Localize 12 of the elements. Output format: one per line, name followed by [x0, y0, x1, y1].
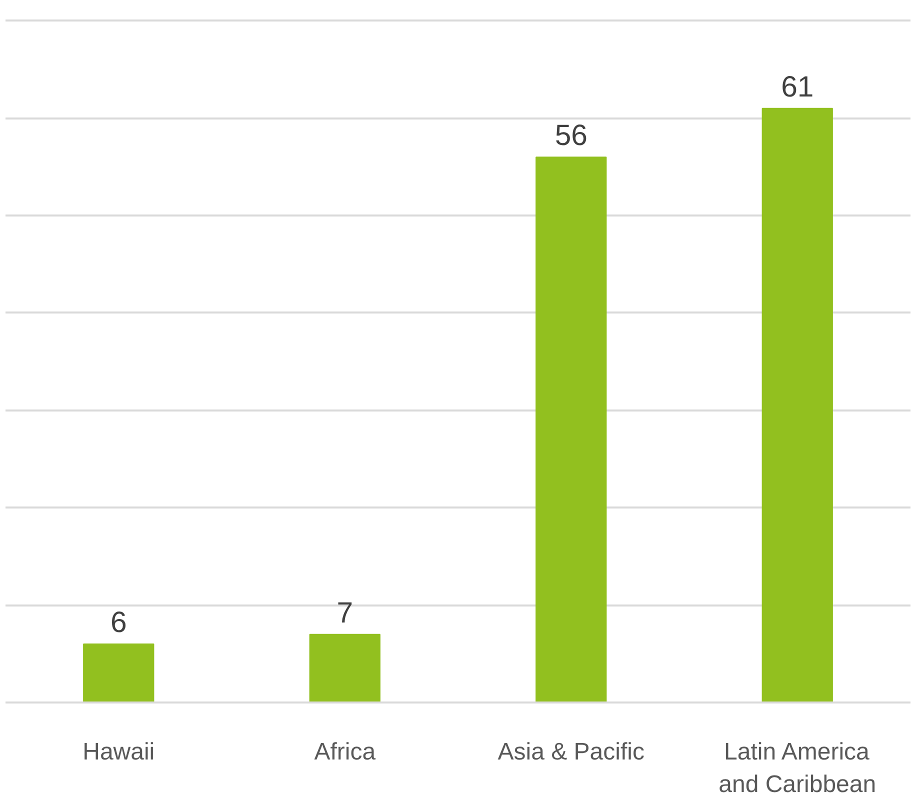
- x-tick-label: Africa: [314, 738, 376, 766]
- data-label: 61: [781, 70, 814, 104]
- x-tick-label: Hawaii: [82, 738, 155, 766]
- x-tick-label: Asia & Pacific: [498, 738, 644, 766]
- x-tick-label: Latin America and Caribbean: [718, 738, 876, 798]
- data-label: 56: [554, 119, 588, 152]
- bar: [762, 108, 833, 702]
- data-label: 7: [336, 596, 354, 630]
- bar: [309, 634, 380, 702]
- bar: [536, 156, 607, 702]
- bar: [83, 644, 154, 702]
- data-label: 6: [110, 606, 127, 640]
